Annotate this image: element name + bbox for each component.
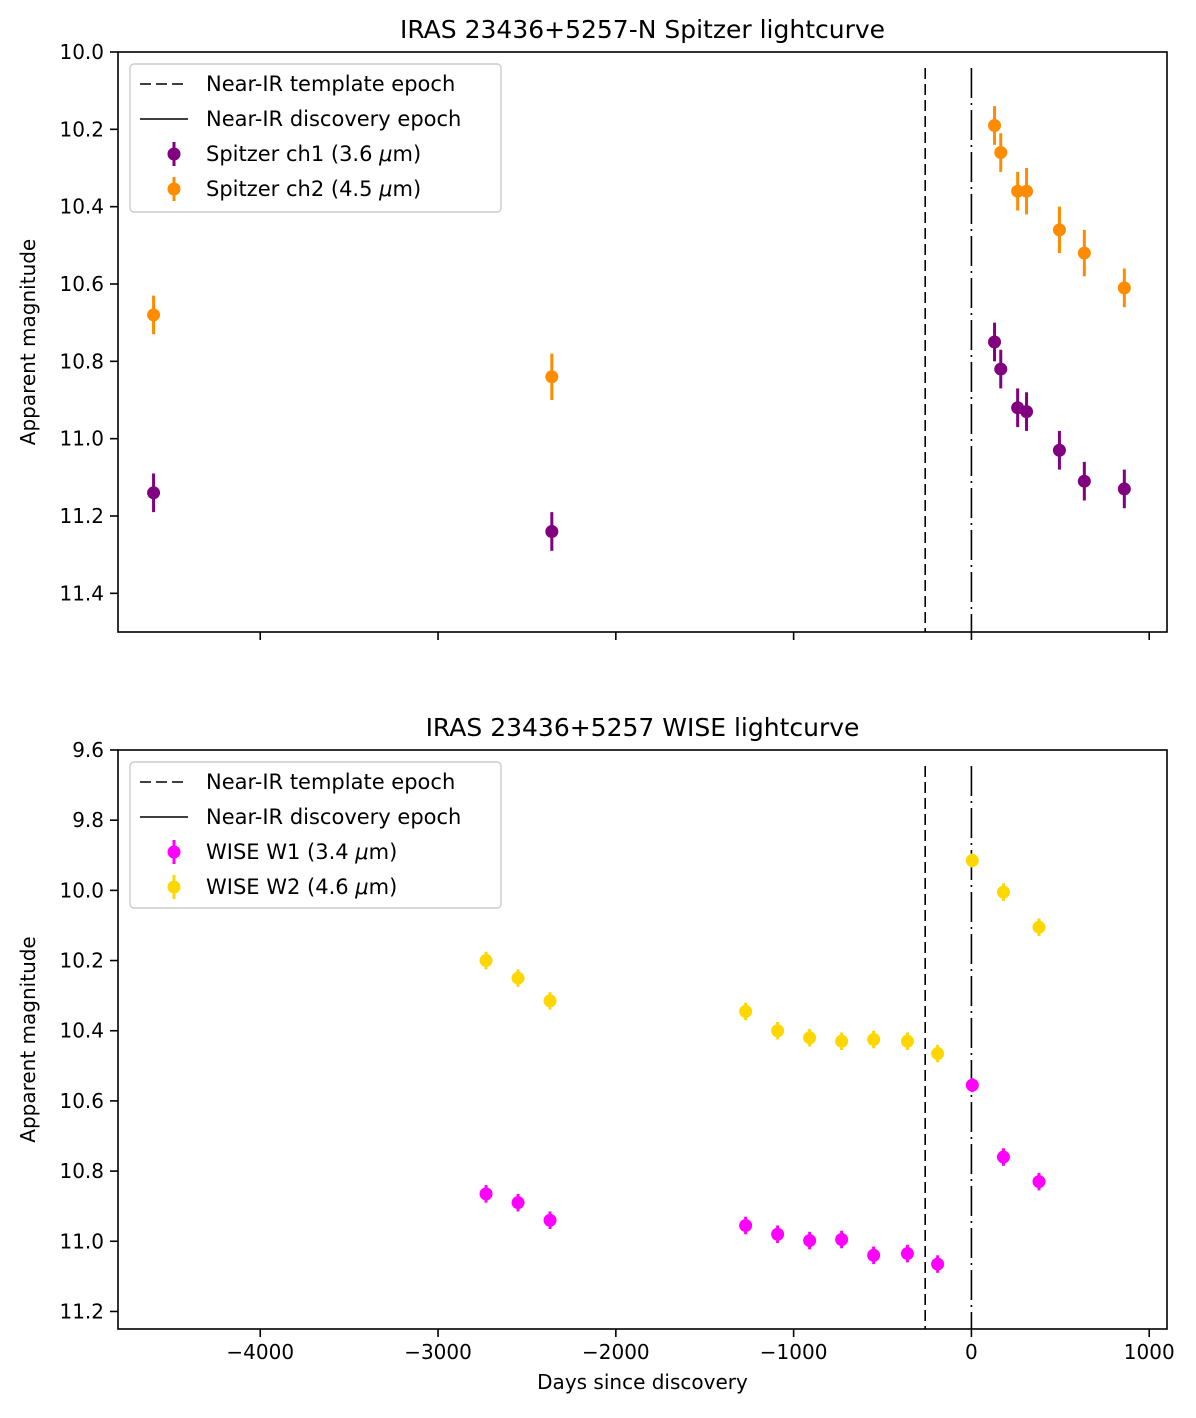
data-point [1077,474,1091,488]
data-point [1117,482,1131,496]
x-tick-label: −2000 [582,1340,650,1364]
data-point [1020,184,1034,198]
x-tick-label: 0 [965,1340,978,1364]
data-point [479,954,493,968]
x-tick-label: −4000 [226,1340,294,1364]
data-point [479,1187,493,1201]
spitzer-panel: IRAS 23436+5257-N Spitzer lightcurve 10.0… [16,15,1168,640]
x-tick-label: 1000 [1124,1340,1175,1364]
series-0 [147,322,1131,551]
data-point [931,1047,945,1061]
y-tick-label: 10.4 [59,195,104,219]
series-1 [479,853,1046,1063]
legend-label-series: WISE W1 (3.4 μm) [206,840,397,864]
data-point [511,1196,525,1210]
y-tick-label: 11.2 [59,1299,104,1323]
series-0 [479,1078,1046,1273]
data-point [1011,184,1025,198]
plot-frame [117,51,1168,633]
data-point [543,1213,557,1227]
x-tick-label: −3000 [404,1340,472,1364]
legend-marker [167,845,181,859]
y-tick-label: 11.4 [59,581,104,605]
y-tick-label: 10.6 [59,272,104,296]
y-tick-label: 11.2 [59,504,104,528]
legend-label-series: Spitzer ch1 (3.6 μm) [206,142,421,166]
legend-marker [167,147,181,161]
data-point [543,994,557,1008]
y-tick-label: 10.0 [59,878,104,902]
y-tick-label: 10.2 [59,117,104,141]
data-point [994,146,1008,160]
data-point [1052,443,1066,457]
data-point [545,524,559,538]
data-point [1052,223,1066,237]
data-point [835,1034,849,1048]
legend: Near-IR template epoch Near-IR discovery … [129,63,502,213]
data-point [988,335,1002,349]
data-point [931,1257,945,1271]
x-axis-label: Days since discovery [537,1370,748,1394]
legend-label-discovery: Near-IR discovery epoch [206,805,461,829]
wise-panel: IRAS 23436+5257 WISE lightcurve −4000 −300… [16,713,1175,1394]
y-tick-label: 10.8 [59,1159,104,1183]
y-axis-label: Apparent magnitude [16,936,40,1142]
data-point [996,1150,1010,1164]
data-point [1077,246,1091,260]
data-point [147,308,161,322]
data-point [965,854,979,868]
data-point [771,1227,785,1241]
legend-label-series: Spitzer ch2 (4.5 μm) [206,177,421,201]
y-axis-label: Apparent magnitude [16,239,40,445]
y-tick-label: 11.0 [59,427,104,451]
data-point [867,1033,881,1046]
data-point [803,1234,817,1248]
data-point [835,1233,849,1247]
series-1 [147,106,1131,400]
data-point [1032,920,1046,934]
legend-label-template: Near-IR template epoch [206,770,455,794]
y-tick-label: 9.6 [72,738,104,762]
y-tick-label: 11.0 [59,1229,104,1253]
data-point [1032,1175,1046,1189]
legend-box [129,63,502,213]
y-tick-label: 10.2 [59,949,104,973]
y-tick-label: 10.8 [59,349,104,373]
y-tick-label: 9.8 [72,808,104,832]
data-point [965,1078,979,1092]
plot-frame [117,749,1168,1330]
legend-marker [167,182,181,196]
legend-box [129,761,502,909]
data-point [996,885,1010,899]
data-point [511,971,525,985]
data-point [1117,281,1131,295]
y-tick-label: 10.4 [59,1019,104,1043]
legend-label-discovery: Near-IR discovery epoch [206,107,461,131]
x-tick-label: −1000 [760,1340,828,1364]
chart-title: IRAS 23436+5257-N Spitzer lightcurve [400,15,885,44]
data-point [739,1218,753,1232]
legend-label-template: Near-IR template epoch [206,72,455,96]
y-tick-label: 10.0 [59,40,104,64]
data-point [739,1004,753,1018]
y-tick-label: 10.6 [59,1089,104,1113]
data-point [867,1248,881,1262]
data-point [803,1031,817,1045]
data-point [994,362,1008,376]
data-point [900,1247,914,1261]
data-point [771,1024,785,1038]
legend: Near-IR template epoch Near-IR discovery … [129,761,502,909]
data-point [988,118,1002,132]
legend-marker [167,880,181,894]
legend-label-series: WISE W2 (4.6 μm) [206,875,397,899]
chart-title: IRAS 23436+5257 WISE lightcurve [426,713,860,742]
data-point [147,486,161,500]
data-point [1020,405,1034,419]
data-point [545,370,559,384]
data-point [900,1034,914,1048]
